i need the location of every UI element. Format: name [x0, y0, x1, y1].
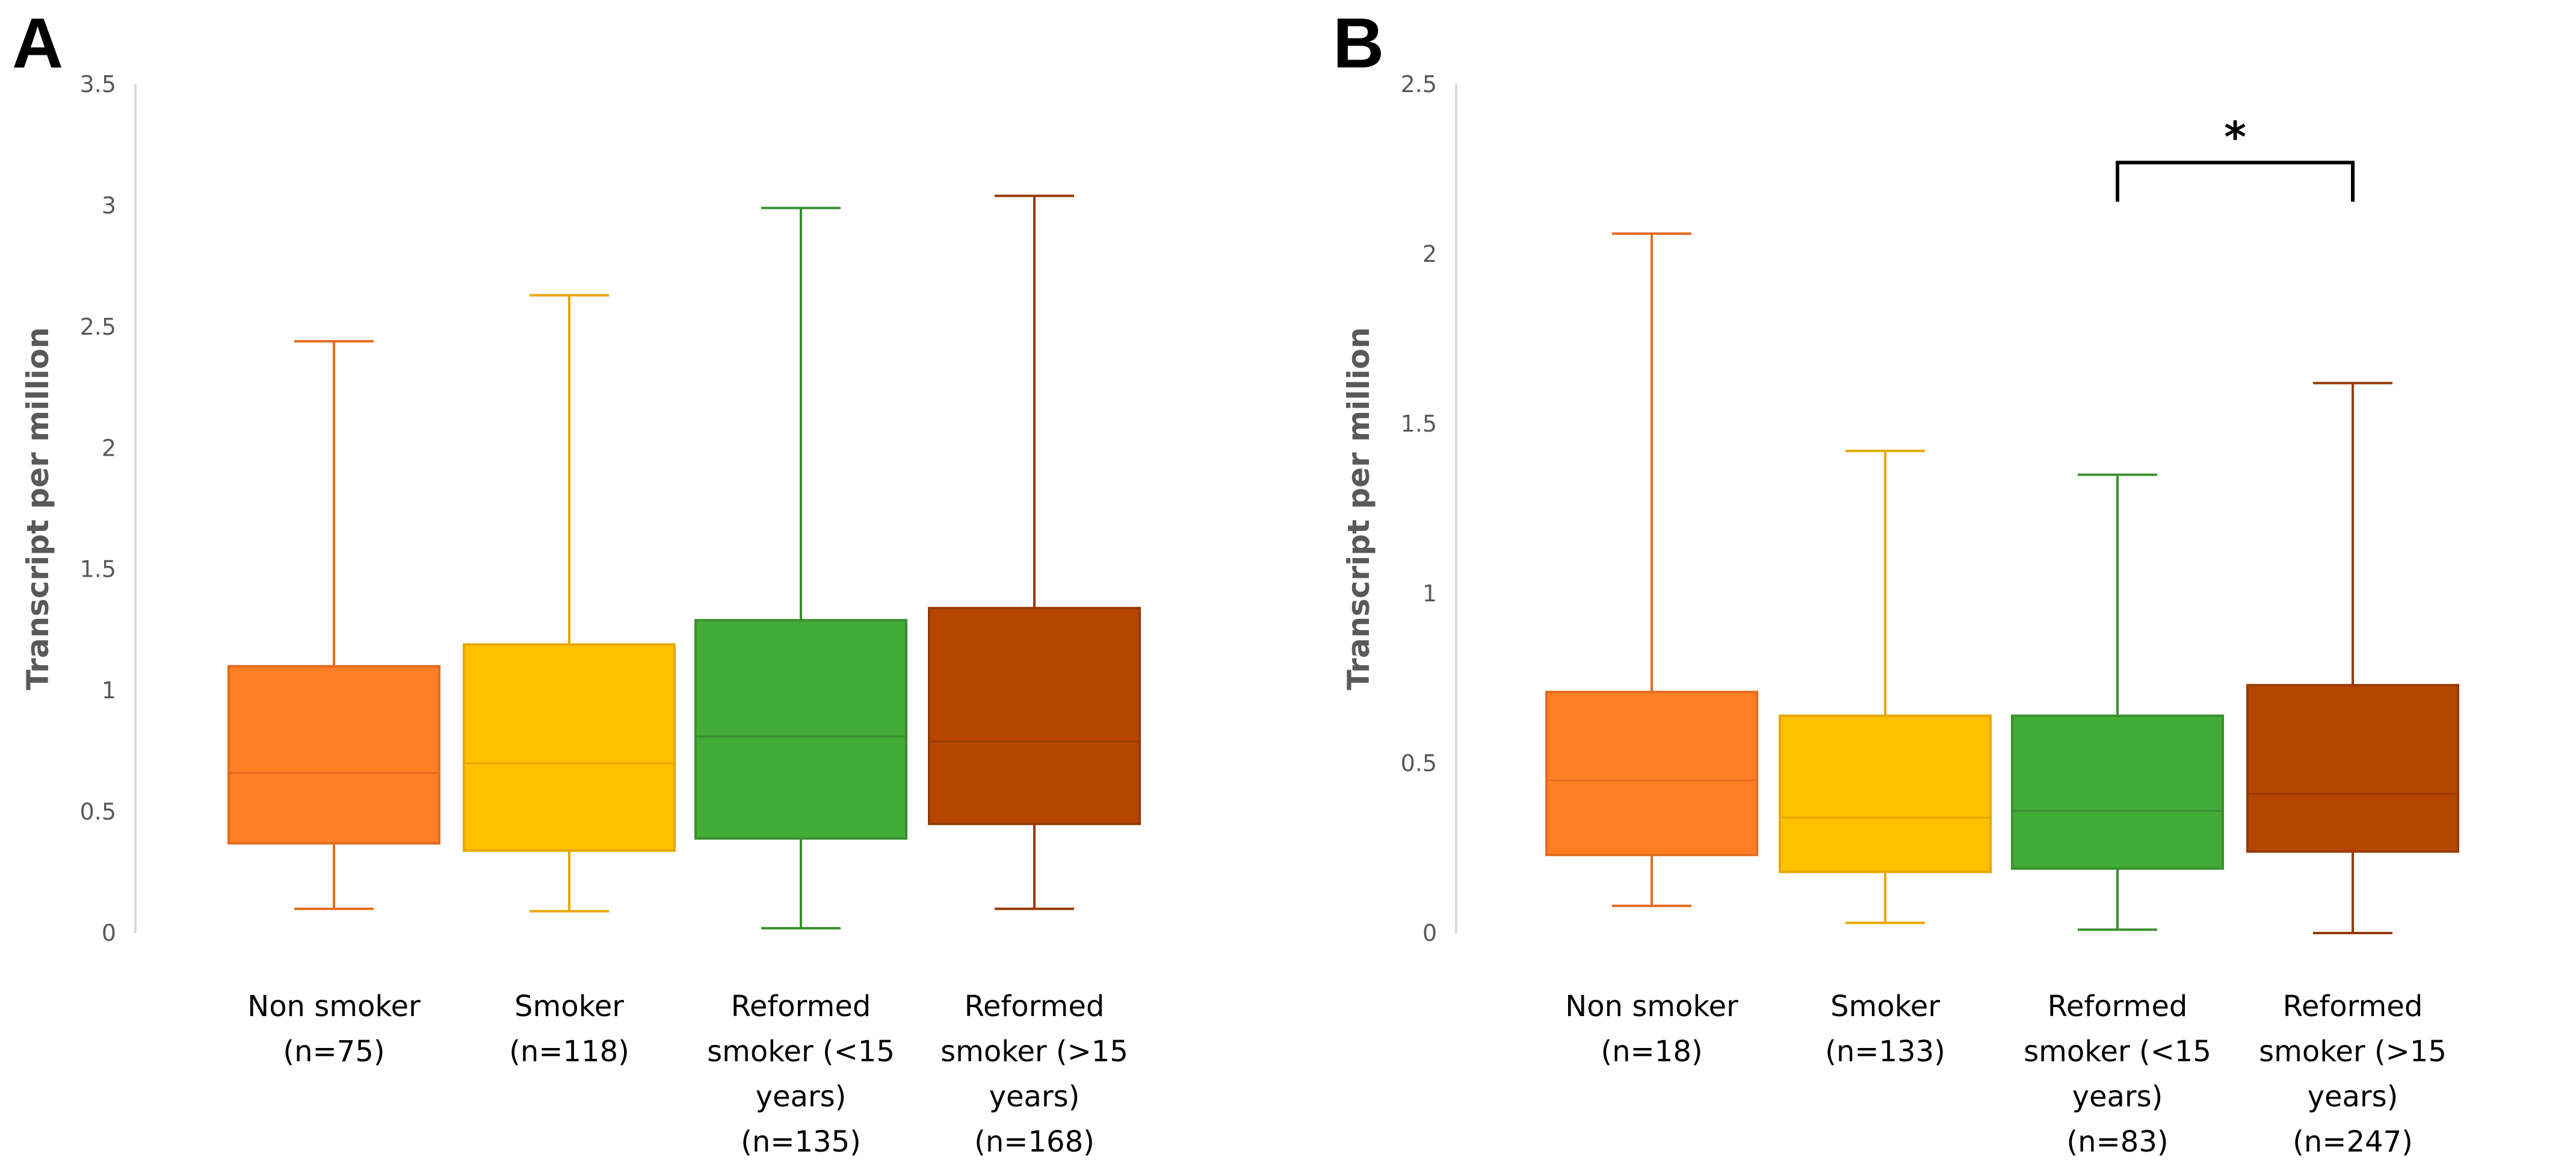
y-tick-label: 0.5 [80, 799, 116, 825]
y-tick-label: 2 [102, 435, 116, 461]
box-iqr [2011, 715, 2224, 870]
category-label-line: (n=75) [283, 1035, 385, 1068]
category-label-line: Reformed [731, 990, 871, 1023]
category-label: Reformed smoker (<15 years) (n=135) [707, 990, 895, 1159]
box-iqr [227, 665, 440, 845]
y-axis-label: Transcript per million [1341, 327, 1376, 690]
category-label-line: Non smoker [247, 990, 421, 1023]
y-tick-label: 1 [102, 677, 116, 704]
box-iqr [2246, 684, 2459, 853]
category-label-line: smoker (<15 [707, 1035, 895, 1068]
y-tick-label: 3 [102, 192, 116, 219]
category-label-line: Smoker [514, 990, 624, 1023]
box-iqr [928, 607, 1141, 825]
category-label-line: (n=168) [974, 1125, 1095, 1159]
y-tick-label: 2.5 [1401, 71, 1437, 98]
category-label-line: (n=135) [741, 1125, 861, 1159]
category-label: Reformed smoker (>15 years) (n=168) [941, 990, 1128, 1159]
y-axis-label: Transcript per million [20, 327, 55, 690]
y-tick-label: 1 [1422, 580, 1437, 607]
box-iqr [1545, 690, 1758, 857]
category-label-line: years) [989, 1080, 1080, 1114]
box-plot-4 [2246, 382, 2459, 934]
y-tick-label: 0 [102, 920, 116, 946]
box-plot-3 [694, 206, 907, 929]
y-tick-label: 0 [1422, 920, 1437, 946]
category-label-line: Reformed [965, 990, 1105, 1023]
category-label-line: (n=18) [1601, 1035, 1702, 1068]
y-tick-label: 1.5 [1401, 411, 1437, 437]
category-label-line: Smoker [1830, 990, 1940, 1023]
category-label-line: years) [756, 1080, 847, 1114]
category-label-line: smoker (>15 [941, 1035, 1128, 1068]
category-label-line: (n=247) [2293, 1125, 2413, 1159]
box-iqr [1779, 715, 1992, 873]
category-label-line: Reformed [2048, 990, 2188, 1023]
category-label-line: (n=118) [509, 1035, 629, 1068]
category-label-line: (n=133) [1825, 1035, 1945, 1068]
significance-marker: * [2224, 113, 2246, 162]
category-label: Smoker (n=118) [509, 990, 629, 1068]
box-plot-4 [928, 194, 1141, 910]
category-label-line: Non smoker [1565, 990, 1738, 1023]
box-plot-2 [463, 294, 676, 913]
category-label: Reformed smoker (<15 years) (n=83) [2024, 990, 2211, 1159]
category-label: Smoker (n=133) [1825, 990, 1945, 1068]
y-tick-label: 1.5 [80, 556, 116, 583]
significance-bracket [2116, 161, 2355, 202]
category-label-line: smoker (>15 [2259, 1035, 2447, 1068]
y-tick-label: 3.5 [80, 71, 116, 98]
y-tick-label: 2 [1422, 241, 1437, 267]
y-tick-label: 2.5 [80, 314, 116, 340]
box-iqr [694, 619, 907, 840]
category-label: Non smoker (n=75) [247, 990, 421, 1068]
box-plot-1 [1545, 232, 1758, 907]
box-plot-3 [2011, 473, 2224, 931]
category-label-line: smoker (<15 [2024, 1035, 2211, 1068]
category-label-line: Reformed [2283, 990, 2423, 1023]
panel-letter: B [1333, 4, 1384, 83]
category-label-line: (n=83) [2066, 1125, 2168, 1159]
box-plot-1 [227, 340, 440, 910]
box-plot-2 [1779, 450, 1992, 925]
y-tick-label: 0.5 [1401, 750, 1437, 777]
category-label-line: years) [2072, 1080, 2163, 1114]
panel-letter: A [12, 4, 63, 83]
category-label: Reformed smoker (>15 years) (n=247) [2259, 990, 2447, 1159]
panel-b: B 0 0.5 1 1.5 2 2.5 Transcript per million Non s… [1333, 4, 2459, 1159]
box-iqr [463, 643, 676, 852]
panel-a: A 0 0.5 1 1.5 2 2.5 3 3.5 Transcript per million N… [12, 4, 1141, 1159]
category-label-line: years) [2308, 1080, 2398, 1114]
category-label: Non smoker (n=18) [1565, 990, 1738, 1068]
